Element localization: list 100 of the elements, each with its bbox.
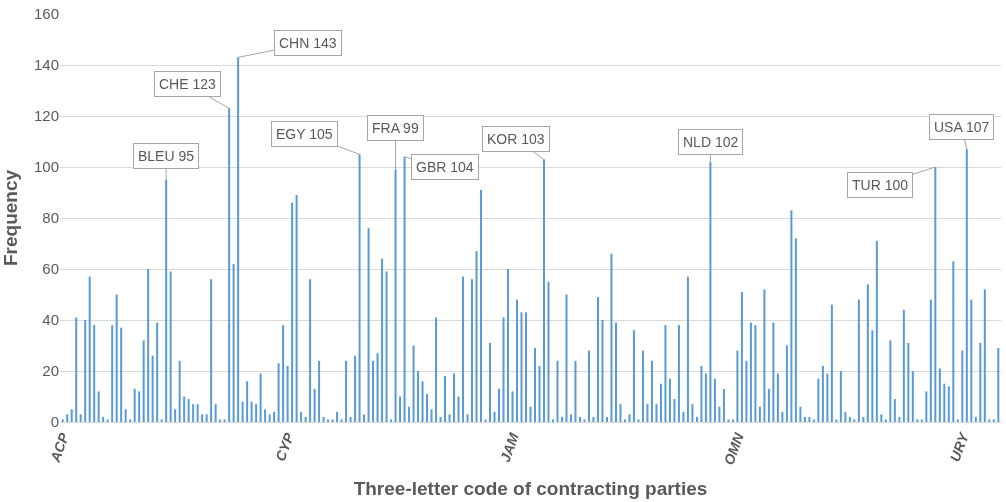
bar	[538, 365, 541, 422]
bar	[268, 414, 271, 422]
bar	[84, 320, 87, 422]
bar	[502, 317, 505, 422]
bar	[493, 411, 496, 422]
bar	[498, 388, 501, 422]
bar	[376, 353, 379, 422]
bar	[354, 355, 357, 422]
bar	[911, 371, 914, 422]
bar	[138, 391, 141, 422]
bar	[983, 289, 986, 422]
bar	[385, 271, 388, 422]
bar	[808, 416, 811, 422]
y-tick-label: 160	[33, 5, 59, 23]
bar	[133, 388, 136, 422]
bar	[484, 419, 487, 422]
bar	[169, 271, 172, 422]
bar	[722, 388, 725, 422]
bar	[183, 396, 186, 422]
bar	[309, 279, 312, 422]
bar	[417, 371, 420, 422]
bar	[749, 322, 752, 422]
data-label: TUR 100	[852, 177, 909, 193]
bar	[435, 317, 438, 422]
bar	[241, 401, 244, 422]
bar	[637, 419, 640, 422]
bar	[412, 345, 415, 422]
bar	[970, 299, 973, 422]
bar	[965, 149, 968, 422]
bar	[462, 276, 465, 422]
bar	[124, 409, 127, 422]
bar	[340, 419, 343, 422]
bar	[718, 406, 721, 422]
y-tick-label: 80	[42, 209, 59, 227]
bar	[925, 391, 928, 422]
bar	[165, 179, 168, 422]
bar	[682, 411, 685, 422]
bar	[210, 279, 213, 422]
bar	[668, 378, 671, 422]
bar	[641, 350, 644, 422]
bar	[740, 291, 743, 422]
bar	[547, 281, 550, 422]
bar	[979, 342, 982, 422]
bar	[596, 297, 599, 422]
bar	[174, 409, 177, 422]
bar	[237, 57, 240, 422]
bar	[390, 419, 393, 422]
bar	[664, 325, 667, 422]
y-tick-label: 40	[42, 311, 59, 329]
bar	[709, 161, 712, 422]
data-label: USA 107	[934, 119, 990, 135]
bar	[507, 269, 510, 422]
bar	[277, 363, 280, 422]
bar	[898, 416, 901, 422]
bar	[533, 348, 537, 422]
bar	[304, 416, 307, 422]
bar	[920, 419, 923, 422]
y-tick-label: 60	[42, 260, 59, 278]
bar	[439, 416, 442, 422]
bar	[790, 210, 793, 422]
bar	[318, 360, 321, 422]
bar	[394, 169, 397, 422]
bar	[673, 399, 676, 422]
bar	[453, 373, 456, 422]
bar	[862, 416, 865, 422]
bar	[205, 414, 208, 422]
bar	[466, 414, 469, 422]
data-label: GBR 104	[416, 159, 474, 175]
bar	[556, 360, 559, 422]
bar	[929, 299, 932, 422]
bar	[331, 419, 334, 422]
bar	[426, 393, 429, 422]
bar	[614, 322, 617, 422]
bar	[542, 159, 546, 422]
bar	[916, 419, 919, 422]
bar	[250, 401, 253, 422]
bar	[471, 279, 474, 422]
bar	[160, 419, 163, 422]
bar	[372, 360, 375, 422]
bar	[695, 416, 698, 422]
bar	[857, 299, 860, 422]
bar	[142, 340, 145, 422]
bar	[880, 414, 883, 422]
bar	[938, 368, 941, 422]
bar	[659, 383, 662, 422]
bar	[457, 396, 460, 422]
bar	[313, 388, 316, 422]
bar	[619, 404, 622, 422]
bar	[650, 360, 653, 422]
bar	[524, 312, 528, 422]
bar	[430, 409, 433, 422]
bar	[147, 269, 150, 422]
bar	[628, 414, 631, 422]
bar	[403, 156, 406, 422]
bar	[587, 350, 590, 422]
bar	[79, 414, 82, 422]
bar	[511, 391, 514, 422]
bar	[399, 396, 402, 422]
bar	[232, 263, 235, 422]
bar	[767, 388, 770, 422]
